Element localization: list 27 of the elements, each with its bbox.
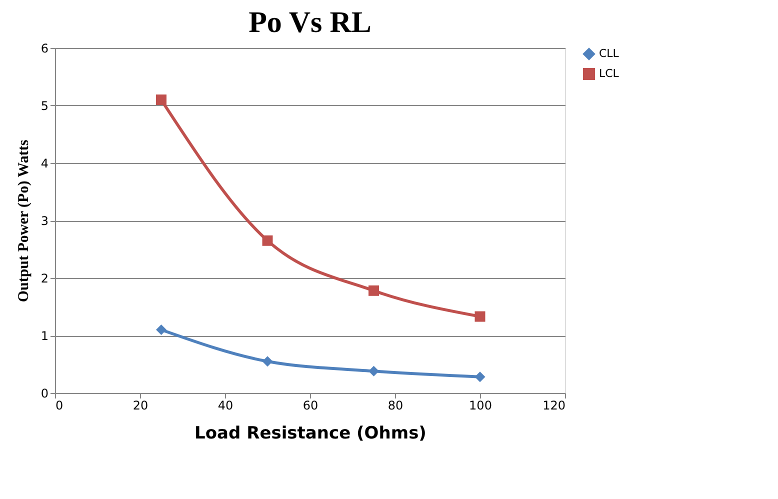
x-axis-title: Load Resistance (Ohms) bbox=[194, 424, 426, 444]
x-tick-label: 120 bbox=[542, 398, 566, 412]
legend-label: LCL bbox=[599, 67, 620, 80]
x-tick-label: 80 bbox=[388, 398, 404, 412]
y-tick-label: 3 bbox=[40, 214, 48, 228]
point bbox=[368, 366, 379, 376]
point bbox=[368, 285, 379, 296]
y-tick-label: 0 bbox=[40, 386, 48, 400]
y-tick-label: 4 bbox=[40, 156, 48, 170]
y-tick-label: 2 bbox=[40, 272, 48, 286]
point bbox=[262, 356, 273, 367]
x-tick-label: 40 bbox=[218, 398, 234, 412]
y-tick-label: 1 bbox=[40, 329, 48, 343]
x-tick-label: 0 bbox=[56, 398, 64, 412]
y-tick-label: 6 bbox=[40, 42, 48, 56]
legend-label: CLL bbox=[599, 47, 620, 60]
x-tick-label: 60 bbox=[302, 398, 318, 412]
y-axis-title: Output Power (Po) Watts bbox=[16, 140, 32, 302]
point bbox=[474, 372, 486, 382]
x-tick-label: 20 bbox=[132, 398, 148, 412]
point bbox=[474, 311, 486, 322]
point bbox=[262, 235, 273, 246]
y-tick-label: 5 bbox=[40, 99, 48, 113]
point bbox=[156, 324, 166, 335]
x-tick-label: 100 bbox=[469, 398, 492, 412]
chart-title: Po Vs RL bbox=[248, 6, 372, 39]
point bbox=[156, 94, 166, 105]
